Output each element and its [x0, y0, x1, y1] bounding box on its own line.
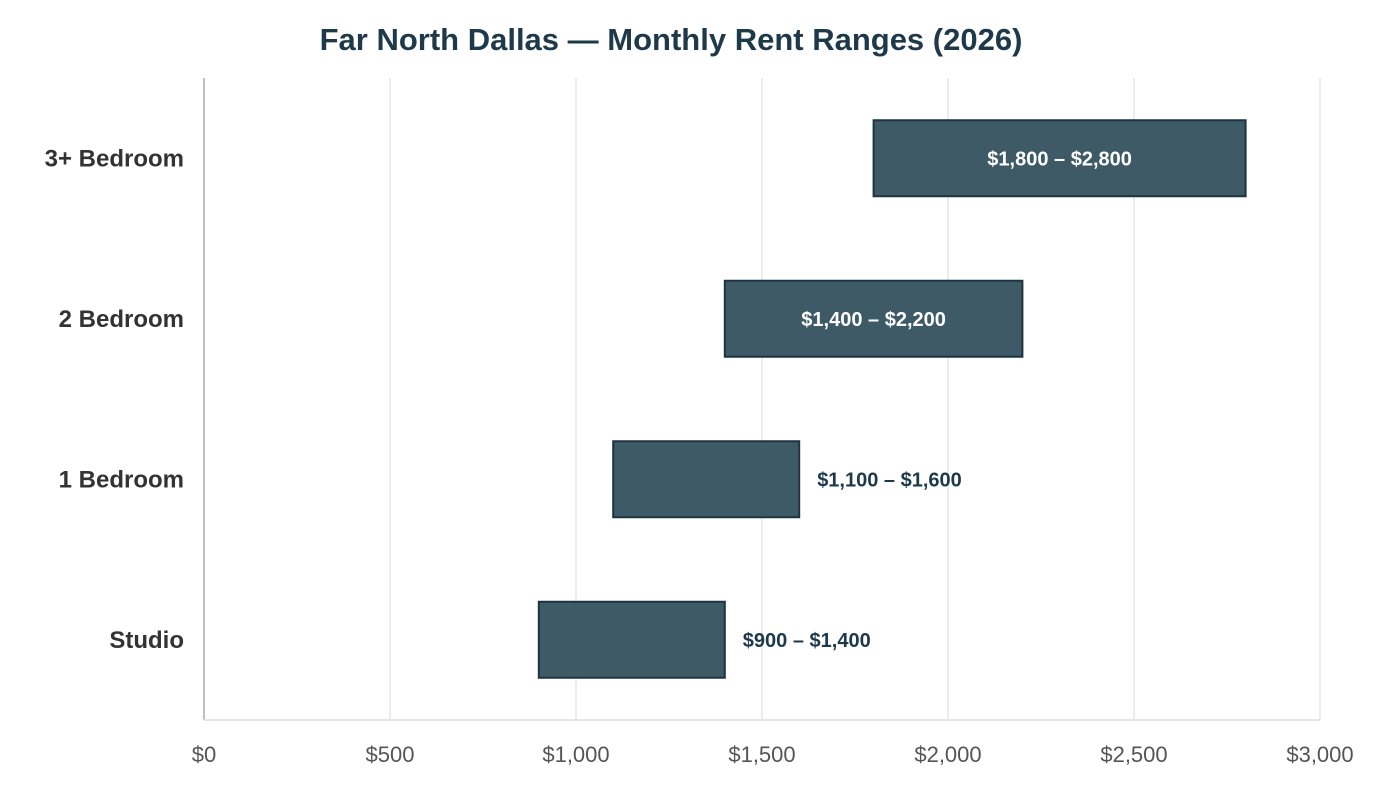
- x-tick-labels: $0 $500 $1,000 $1,500 $2,000 $2,500 $3,000: [192, 742, 1354, 767]
- category-labels: 3+ Bedroom 2 Bedroom 1 Bedroom Studio: [45, 145, 184, 654]
- range-bar: [872, 119, 1247, 198]
- category-label: 3+ Bedroom: [45, 145, 184, 172]
- x-tick-label: $0: [192, 742, 216, 767]
- x-tick-label: $1,000: [542, 742, 609, 767]
- data-label: $1,400 – $2,200: [801, 309, 946, 331]
- x-tick-label: $2,500: [1100, 742, 1167, 767]
- range-bars: [537, 119, 1247, 679]
- category-label: 2 Bedroom: [59, 306, 184, 333]
- chart-title: Far North Dallas — Monthly Rent Ranges (…: [320, 22, 1023, 57]
- category-label: Studio: [109, 627, 184, 654]
- x-tick-label: $1,500: [728, 742, 795, 767]
- data-labels: $1,800 – $2,800 $1,400 – $2,200 $1,100 – $…: [743, 148, 1132, 652]
- data-label: $1,800 – $2,800: [987, 148, 1132, 170]
- x-tick-label: $3,000: [1286, 742, 1353, 767]
- range-bar: [723, 279, 1024, 358]
- axes: [203, 78, 1320, 721]
- range-bar: [612, 440, 801, 519]
- x-tick-label: $500: [366, 742, 415, 767]
- range-bar: [537, 600, 726, 679]
- data-label: $1,100 – $1,600: [817, 469, 962, 491]
- data-label: $900 – $1,400: [743, 630, 871, 652]
- category-label: 1 Bedroom: [59, 466, 184, 493]
- x-tick-label: $2,000: [914, 742, 981, 767]
